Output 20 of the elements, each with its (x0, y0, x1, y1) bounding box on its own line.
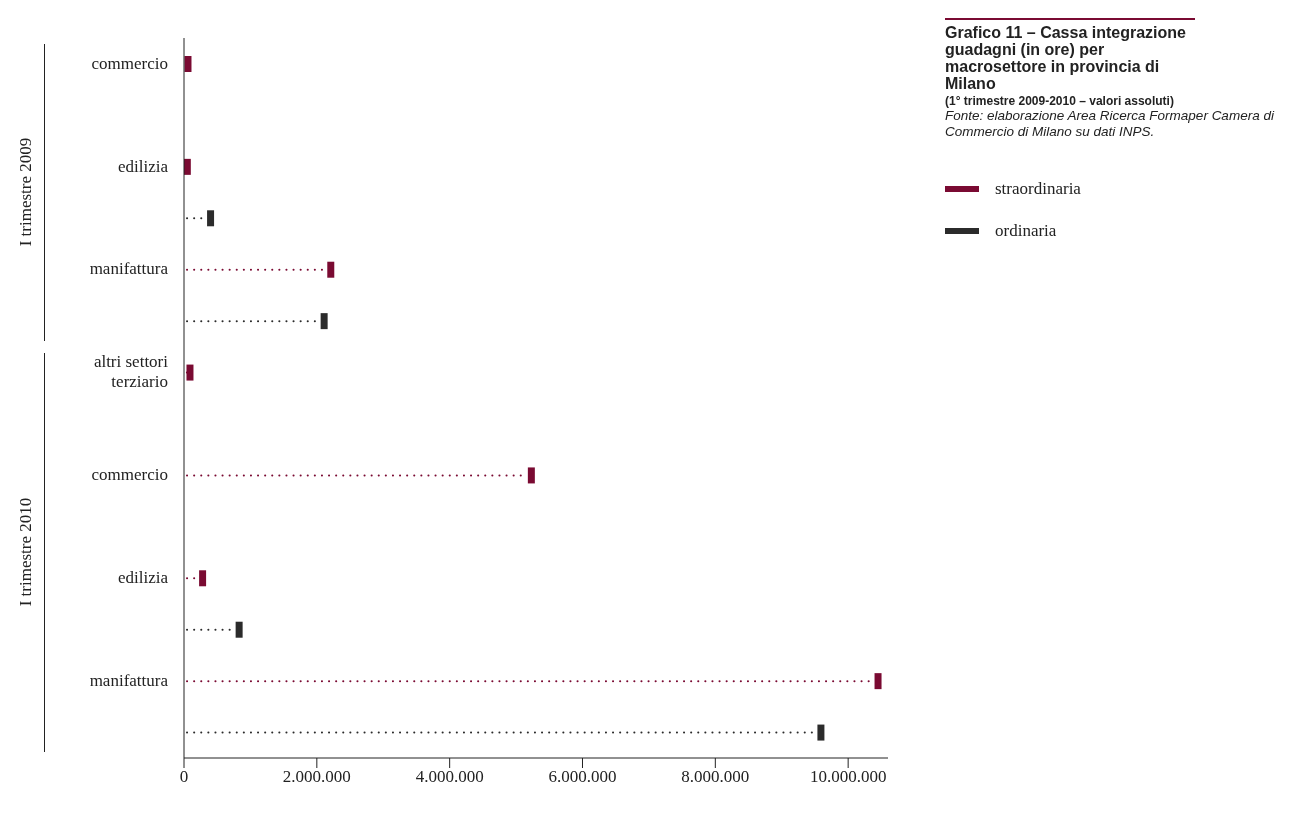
legend-label: ordinaria (995, 221, 1057, 241)
y-tick-label: altri settori terziario (93, 352, 169, 392)
y-tick-label: commercio (91, 465, 168, 485)
y-tick-label: edilizia (117, 568, 169, 587)
y-tick-label: manifattura (89, 259, 169, 279)
x-tick-label: 8.000.000 (681, 767, 750, 787)
text: Grafico 11 – Cassa integrazione guadagni (in ore) per macrosettore in provincia di Milano (945, 18, 1195, 92)
legend-label: straordinaria (995, 179, 1081, 199)
text: I trimestre 2010 (16, 497, 36, 607)
x-tick-label: 6.000.000 (548, 767, 617, 787)
y-tick-label: commercio (91, 53, 168, 73)
x-tick-label: 4.000.000 (415, 767, 484, 787)
x-tick-label: 2.000.000 (282, 767, 351, 787)
y-tick-label: manifattura (89, 670, 169, 690)
source-note: Fonte: elaborazione Area Ricerca Formaper Camera di Commercio di Milano su dati INPS. (945, 108, 1275, 140)
text: I trimestre 2009 (16, 137, 36, 247)
x-tick-label: 0 (179, 767, 189, 787)
x-tick-label: 10.000.000 (809, 767, 887, 787)
y-tick-label: edilizia (117, 156, 169, 176)
text: (1° trimestre 2009-2010 – valori assoluti) (945, 94, 1175, 108)
